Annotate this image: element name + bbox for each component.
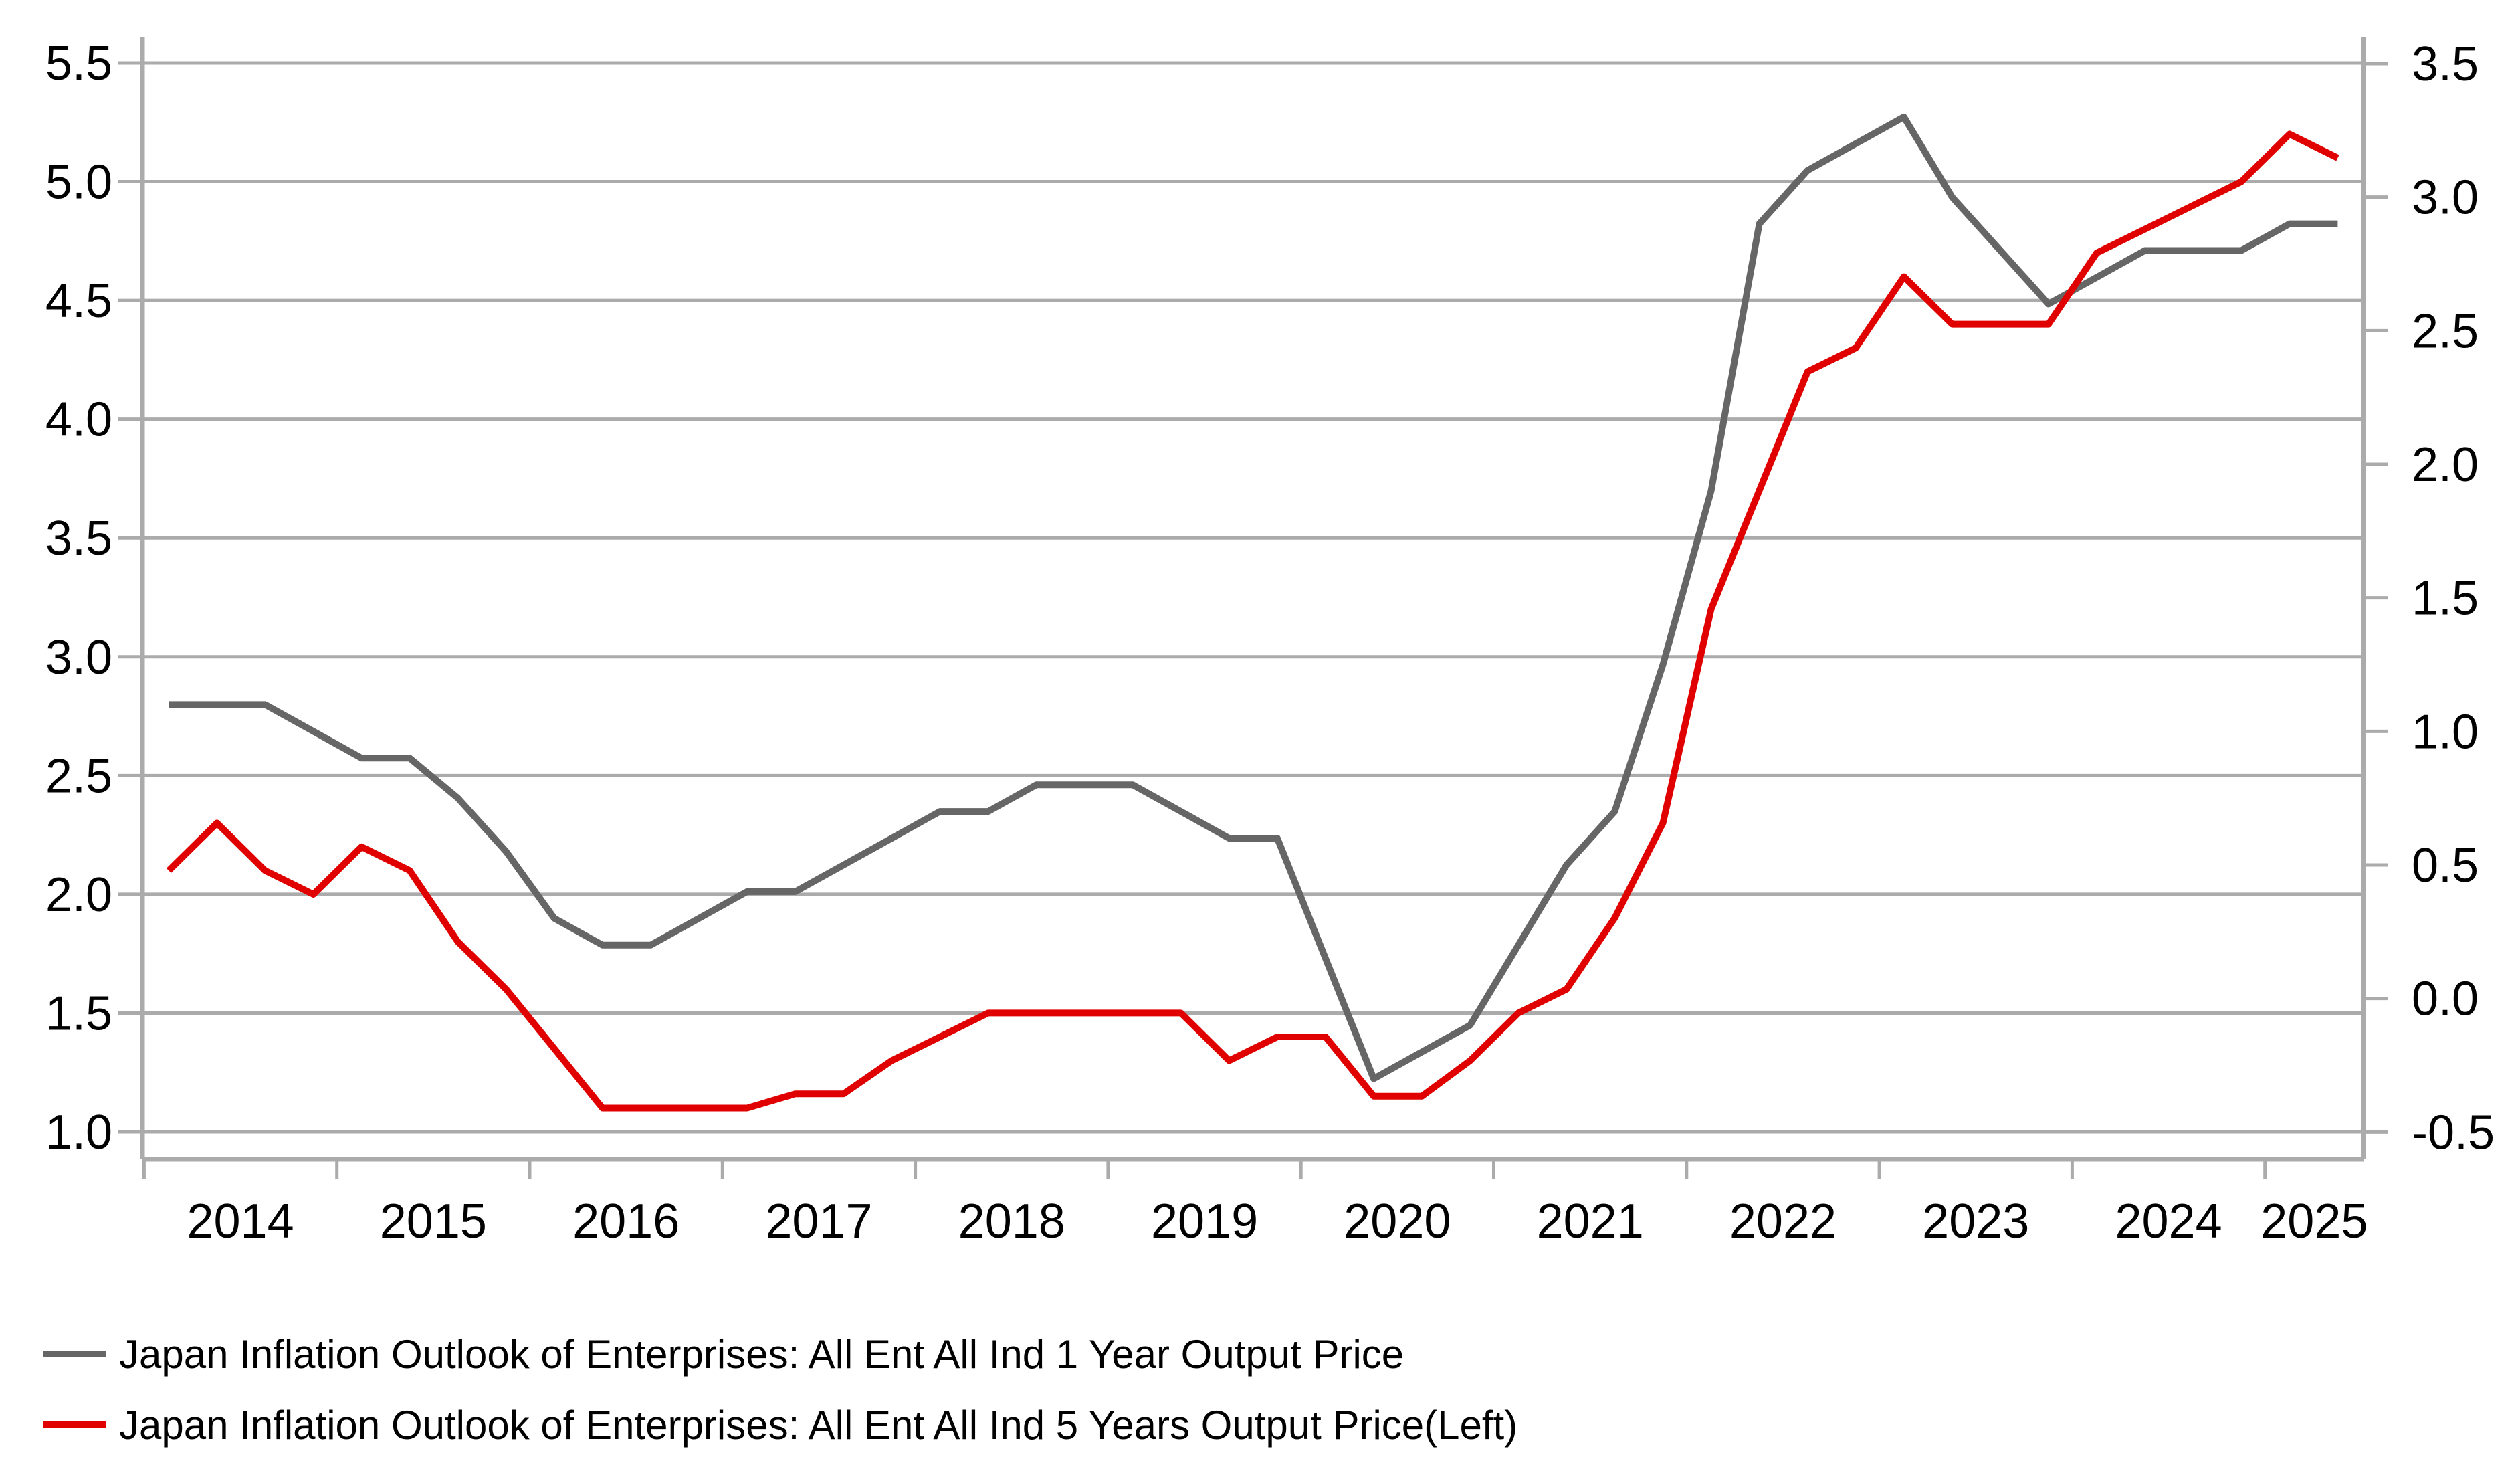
y-axis-label-right: 0.5 — [2412, 839, 2479, 892]
y-axis-label-left: 1.5 — [45, 987, 112, 1040]
y-axis-label-right: 1.5 — [2412, 572, 2479, 625]
y-axis-label-left: 4.5 — [45, 274, 112, 328]
y-axis-label-right: 0.0 — [2412, 973, 2479, 1026]
x-axis-label-year: 2015 — [380, 1195, 487, 1248]
y-axis-label-left: 1.0 — [45, 1106, 112, 1159]
x-axis-label-year: 2019 — [1151, 1195, 1258, 1248]
legend-group: Japan Inflation Outlook of Enterprises: … — [43, 1332, 1517, 1448]
x-axis-label-year: 2014 — [187, 1195, 294, 1248]
x-axis-label-year: 2016 — [572, 1195, 679, 1248]
x-axis-label-year: 2021 — [1537, 1195, 1644, 1248]
y-axis-label-left: 4.0 — [45, 393, 112, 447]
axis-labels-group: 5.5 5.0 4.5 4.0 3.5 3.0 2.5 2.0 1.5 1.0 3.5 3.0 2.5 2… — [45, 37, 2495, 1248]
series-group — [166, 113, 2339, 1112]
y-axis-label-right: 2.0 — [2412, 438, 2479, 492]
y-axis-label-right: 1.0 — [2412, 705, 2479, 759]
y-axis-label-right: 2.5 — [2412, 304, 2479, 358]
y-axis-label-right: 3.5 — [2412, 37, 2479, 91]
axes-group — [118, 37, 2388, 1179]
y-axis-label-right: 3.0 — [2412, 171, 2479, 225]
y-axis-label-left: 5.5 — [45, 37, 112, 90]
x-axis-label-year: 2024 — [2115, 1195, 2222, 1248]
x-axis-label-year: 2025 — [2261, 1195, 2368, 1248]
series-line-1-year — [169, 113, 2338, 1082]
y-axis-label-left: 2.0 — [45, 868, 112, 922]
y-axis-label-left: 5.0 — [45, 156, 112, 209]
x-axis-label-year: 2020 — [1344, 1195, 1451, 1248]
series-line-5-years — [166, 130, 2339, 1112]
x-axis-label-year: 2017 — [765, 1195, 872, 1248]
legend-label-1-year: Japan Inflation Outlook of Enterprises: … — [119, 1332, 1404, 1377]
gridlines-group — [142, 61, 2364, 1134]
y-axis-label-left: 2.5 — [45, 749, 112, 803]
legend-label-5-years: Japan Inflation Outlook of Enterprises: … — [119, 1403, 1517, 1448]
x-axis-label-year: 2022 — [1729, 1195, 1836, 1248]
y-axis-label-left: 3.5 — [45, 512, 112, 565]
x-axis-label-year: 2023 — [1922, 1195, 2029, 1248]
y-axis-label-left: 3.0 — [45, 631, 112, 684]
y-axis-label-right: -0.5 — [2412, 1106, 2495, 1159]
x-axis-label-year: 2018 — [958, 1195, 1065, 1248]
